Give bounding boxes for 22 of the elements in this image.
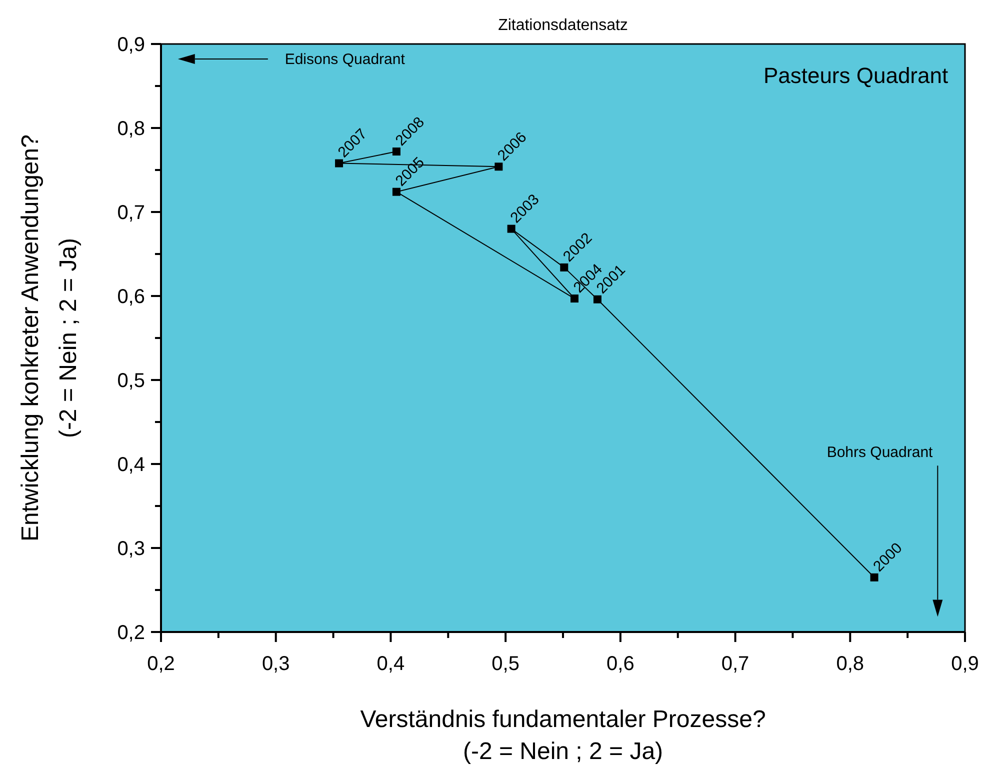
annotation: Edisons Quadrant bbox=[284, 50, 406, 68]
x-tick-label: 0,3 bbox=[262, 653, 290, 675]
annotation: Pasteurs Quadrant bbox=[763, 62, 948, 88]
y-axis-title: Entwicklung konkreter Anwendungen? (-2 = Nein ; 2 = Ja) bbox=[17, 134, 82, 542]
x-tick-label: 0,5 bbox=[492, 653, 520, 675]
x-tick-label: 0,7 bbox=[721, 653, 750, 675]
annotation: Bohrs Quadrant bbox=[826, 444, 934, 461]
y-tick-label: 0,4 bbox=[117, 454, 145, 476]
y-tick-label: 0,8 bbox=[117, 118, 145, 140]
x-tick-label: 0,6 bbox=[606, 653, 634, 675]
y-tick-label: 0,5 bbox=[117, 370, 145, 392]
x-tick-label: 0,2 bbox=[147, 653, 175, 675]
chart-title: Zitationsdatensatz bbox=[498, 17, 628, 34]
y-tick-label: 0,2 bbox=[117, 622, 145, 644]
x-tick-label: 0,8 bbox=[836, 653, 864, 675]
x-axis-title: Verständnis fundamentaler Prozesse? (-2 = Nein ; 2 = Ja) bbox=[360, 706, 766, 765]
x-tick-label: 0,4 bbox=[376, 653, 405, 675]
y-tick-label: 0,9 bbox=[117, 34, 145, 56]
y-tick-label: 0,7 bbox=[117, 202, 145, 224]
y-tick-label: 0,3 bbox=[117, 538, 145, 560]
x-tick-label: 0,9 bbox=[951, 653, 979, 675]
y-tick-label: 0,6 bbox=[117, 286, 145, 308]
